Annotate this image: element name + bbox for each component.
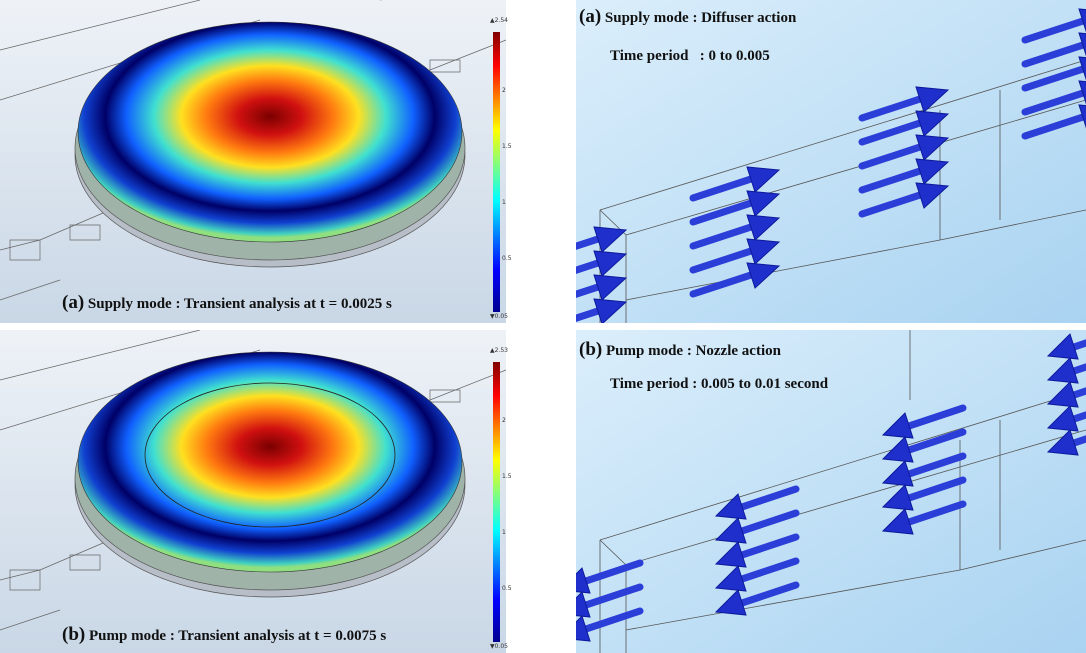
title-text: Pump mode : Nozzle action [606, 343, 782, 359]
panel-title: (a) Supply mode : Diffuser action [579, 6, 797, 27]
panel-title: (b) Pump mode : Nozzle action [579, 339, 782, 360]
panel-label: (a) [579, 6, 601, 27]
colorbar-min: ▼0.05 [490, 643, 508, 650]
colorbar-tick: 2 [502, 87, 506, 94]
colorbar-tick: 1 [502, 199, 506, 206]
colorbar-tick: 2 [502, 417, 506, 424]
time-period: Time period : 0.005 to 0.01 second [610, 376, 829, 392]
colorbar-max: ▲2.53 [490, 347, 508, 354]
title-text: Supply mode : Diffuser action [605, 10, 797, 26]
time-period: Time period : 0 to 0.005 [610, 48, 770, 64]
contour-panel [0, 0, 506, 323]
page: (a) Supply mode : Transient analysis at … [0, 0, 1086, 653]
colorbar-tick: 0.5 [502, 255, 512, 262]
colorbar-max: ▲2.54 [490, 17, 508, 24]
caption-text: Pump mode : Transient analysis at t = 0.… [89, 628, 386, 644]
figure: (a) Supply mode : Transient analysis at … [0, 0, 1086, 653]
colorbar-tick: 1 [502, 529, 506, 536]
colorbar-tick: 0.5 [502, 585, 512, 592]
panel-caption: (a) Supply mode : Transient analysis at … [62, 292, 392, 313]
caption-text: Supply mode : Transient analysis at t = … [88, 296, 392, 312]
colorbar-tick: 1.5 [502, 143, 512, 150]
panel-label: (b) [579, 339, 602, 360]
panel-label: (b) [62, 624, 85, 645]
panel-caption: (b) Pump mode : Transient analysis at t … [62, 624, 386, 645]
colorbar-tick: 1.5 [502, 473, 512, 480]
panel-label: (a) [62, 292, 84, 313]
contour-panel [0, 330, 506, 653]
colorbar-min: ▼0.05 [490, 313, 508, 320]
